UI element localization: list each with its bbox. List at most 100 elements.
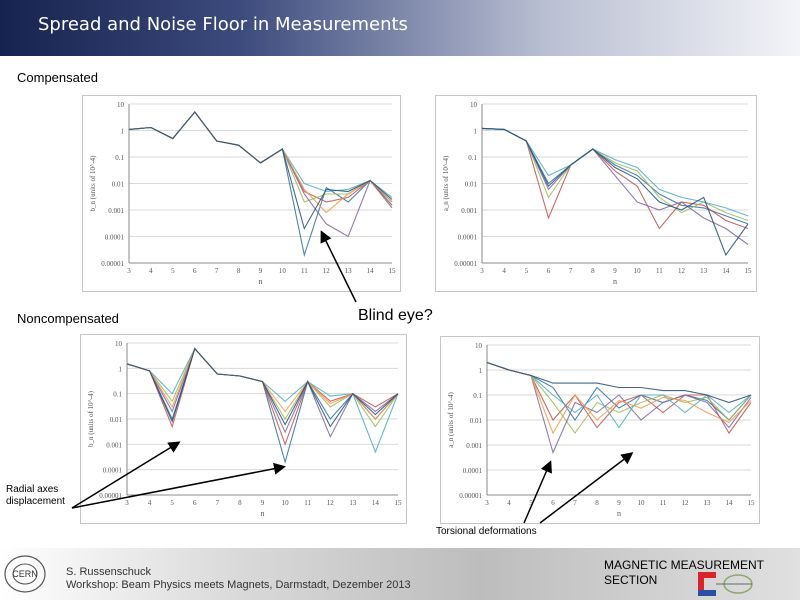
- x-tick-label: 9: [259, 267, 263, 275]
- y-tick-label: 0.00001: [454, 260, 477, 268]
- x-tick-label: 8: [595, 499, 599, 507]
- footer-section-name: MAGNETIC MEASUREMENT SECTION: [604, 558, 764, 587]
- x-tick-label: 6: [547, 267, 551, 275]
- x-tick-label: 3: [127, 267, 131, 275]
- slide-title: Spread and Noise Floor in Measurements: [38, 14, 408, 35]
- x-tick-label: 14: [372, 499, 380, 507]
- x-tick-label: 3: [485, 499, 489, 507]
- x-tick-label: 14: [726, 499, 734, 507]
- x-tick-label: 7: [215, 267, 219, 275]
- svg-text:CERN: CERN: [12, 569, 38, 579]
- x-tick-label: 3: [125, 499, 129, 507]
- y-tick-label: 10: [475, 342, 483, 350]
- x-axis-label: n: [613, 277, 617, 286]
- blind-eye-arrow: [320, 230, 357, 303]
- x-tick-label: 7: [569, 267, 573, 275]
- x-tick-label: 10: [282, 499, 290, 507]
- y-tick-label: 0.0001: [463, 467, 483, 475]
- y-tick-label: 10: [470, 101, 478, 109]
- footer-event: Workshop: Beam Physics meets Magnets, Da…: [66, 579, 411, 591]
- x-tick-label: 15: [748, 499, 756, 507]
- y-tick-label: 0.01: [465, 181, 478, 189]
- x-tick-label: 3: [480, 267, 484, 275]
- y-tick-label: 0.1: [468, 154, 477, 162]
- y-tick-label: 0.00001: [101, 260, 124, 268]
- x-tick-label: 15: [745, 267, 753, 275]
- x-axis-label: n: [617, 509, 621, 518]
- x-tick-label: 12: [323, 267, 331, 275]
- compensated-label: Compensated: [17, 70, 98, 85]
- chart-noncompensated-an: 10 1 0.1 0.01 0.001 0.0001 0.00001 3 4 5 6 7 8 9 10 11 1…: [440, 336, 760, 524]
- y-tick-label: 0.001: [461, 207, 477, 215]
- x-axis-label: n: [259, 277, 263, 286]
- x-tick-label: 5: [525, 267, 529, 275]
- y-axis-label: b_n (units of 10^-4): [89, 155, 97, 212]
- x-tick-label: 12: [682, 499, 690, 507]
- y-tick-label: 0.01: [110, 416, 123, 424]
- x-tick-label: 13: [704, 499, 712, 507]
- y-tick-label: 1: [121, 128, 125, 136]
- x-tick-label: 15: [389, 267, 397, 275]
- y-tick-label: 10: [115, 340, 123, 348]
- y-tick-label: 0.01: [470, 417, 483, 425]
- series-line: [486, 361, 752, 404]
- x-tick-label: 4: [502, 267, 506, 275]
- noncompensated-label: Noncompensated: [17, 311, 119, 326]
- y-tick-label: 1: [119, 365, 123, 373]
- x-tick-label: 11: [656, 267, 663, 275]
- footer-author: S. Russenschuck: [66, 566, 151, 578]
- x-tick-label: 13: [349, 499, 357, 507]
- y-tick-label: 0.001: [106, 441, 122, 449]
- x-tick-label: 11: [301, 267, 308, 275]
- x-axis-label: n: [261, 509, 265, 518]
- footer-bar: [0, 548, 800, 600]
- y-tick-label: 0.00001: [459, 492, 482, 500]
- y-tick-label: 0.1: [113, 391, 122, 399]
- x-tick-label: 10: [279, 267, 287, 275]
- y-tick-label: 0.1: [115, 154, 124, 162]
- x-tick-label: 9: [617, 499, 621, 507]
- y-axis-label: a_n (units of 10^-4): [442, 155, 450, 211]
- title-bar: [0, 0, 800, 56]
- x-tick-label: 14: [722, 267, 730, 275]
- y-tick-label: 0.001: [466, 442, 482, 450]
- y-tick-label: 0.0001: [105, 234, 125, 242]
- x-tick-label: 10: [634, 267, 642, 275]
- x-tick-label: 12: [678, 267, 686, 275]
- series-line: [128, 111, 393, 230]
- y-tick-label: 10: [117, 101, 125, 109]
- y-axis-label: b_n (units of 10^-4): [87, 390, 95, 447]
- x-tick-label: 8: [237, 267, 241, 275]
- y-tick-label: 0.0001: [103, 467, 123, 475]
- chart-compensated-an: 10 1 0.1 0.01 0.001 0.0001 0.00001 3 4 5 6 7 8 9 10 11 1…: [435, 95, 757, 292]
- y-tick-label: 0.0001: [458, 234, 478, 242]
- chart-noncompensated-bn: 10 1 0.1 0.01 0.001 0.0001 0.00001 3 4 5 6 7 8 9 10 11 1…: [80, 334, 407, 524]
- x-tick-label: 12: [327, 499, 335, 507]
- torsional-deformations-label: Torsional deformations: [436, 526, 537, 537]
- x-tick-label: 6: [551, 499, 555, 507]
- series-line: [126, 347, 399, 428]
- chart-compensated-bn: 10 1 0.1 0.01 0.001 0.0001 0.00001 3 4 5 6 7 8 9 10 11 1…: [82, 95, 401, 292]
- y-tick-label: 0.1: [473, 392, 482, 400]
- x-tick-label: 11: [304, 499, 311, 507]
- x-tick-label: 6: [193, 267, 197, 275]
- y-tick-label: 1: [474, 128, 478, 136]
- x-tick-label: 8: [238, 499, 242, 507]
- y-tick-label: 1: [479, 367, 483, 375]
- radial-arrow-1: [71, 441, 181, 509]
- x-tick-label: 13: [700, 267, 708, 275]
- x-tick-label: 15: [395, 499, 403, 507]
- radial-arrow-2: [71, 462, 286, 509]
- magnet-icon: [698, 572, 753, 596]
- x-tick-label: 5: [170, 499, 174, 507]
- blind-eye-label: Blind eye?: [358, 307, 433, 324]
- x-tick-label: 14: [367, 267, 375, 275]
- x-tick-label: 7: [573, 499, 577, 507]
- x-tick-label: 10: [638, 499, 646, 507]
- x-tick-label: 4: [148, 499, 152, 507]
- y-axis-label: a_n (units of 10^-4): [447, 392, 455, 448]
